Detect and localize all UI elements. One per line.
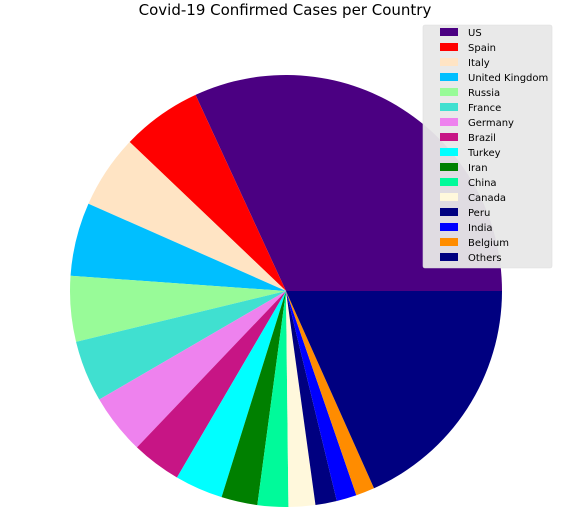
legend-label-russia: Russia — [468, 88, 500, 99]
legend-label-belgium: Belgium — [468, 238, 509, 249]
legend-swatch-spain — [440, 43, 458, 51]
legend-label-france: France — [468, 103, 501, 114]
legend-swatch-brazil — [440, 133, 458, 141]
chart-title: Covid-19 Confirmed Cases per Country — [139, 1, 432, 19]
legend-label-turkey: Turkey — [467, 148, 501, 159]
pie-slice-turkey — [176, 291, 286, 498]
pie-slice-brazil — [136, 291, 286, 478]
pie-slice-china — [257, 291, 289, 508]
pie-slice-italy — [88, 141, 286, 291]
legend-label-us: US — [468, 28, 482, 39]
pie-slice-others — [286, 291, 502, 489]
pie-slice-peru — [286, 291, 337, 505]
legend-swatch-peru — [440, 208, 458, 216]
legend-swatch-germany — [440, 118, 458, 126]
legend-swatch-italy — [440, 58, 458, 66]
pie-slice-iran — [221, 291, 286, 506]
legend-label-others: Others — [468, 253, 502, 264]
legend-box — [422, 24, 553, 269]
pie-slice-india — [286, 291, 357, 501]
legend-swatch-turkey — [440, 148, 458, 156]
pie-slice-france — [76, 291, 286, 400]
pie-slice-spain — [129, 94, 286, 292]
legend-swatch-us — [440, 28, 458, 36]
legend-swatch-canada — [440, 193, 458, 201]
legend-swatch-belgium — [440, 238, 458, 246]
legend-label-spain: Spain — [468, 43, 496, 54]
pie-slice-belgium — [286, 291, 375, 496]
legend-label-brazil: Brazil — [468, 133, 496, 144]
pie-slice-germany — [99, 291, 286, 448]
legend-swatch-china — [440, 178, 458, 186]
pie-slices — [69, 75, 502, 508]
legend-label-iran: Iran — [468, 163, 488, 174]
pie-slice-russia — [69, 275, 286, 342]
pie-slice-united-kingdom — [70, 203, 286, 291]
legend-swatch-united-kingdom — [440, 73, 458, 81]
legend-label-china: China — [468, 178, 497, 189]
legend-label-india: India — [468, 223, 493, 234]
legend-label-canada: Canada — [468, 193, 506, 204]
legend-swatch-others — [440, 253, 458, 261]
legend-label-germany: Germany — [468, 118, 514, 129]
legend-label-peru: Peru — [468, 208, 490, 219]
legend-swatch-iran — [440, 163, 458, 171]
legend: US Spain Italy United Kingdom Russia France Ge… — [422, 24, 553, 269]
pie-slice-canada — [286, 291, 316, 507]
legend-swatch-france — [440, 103, 458, 111]
legend-label-italy: Italy — [468, 58, 490, 69]
legend-items: US Spain Italy United Kingdom Russia France Ge… — [440, 28, 548, 264]
legend-swatch-india — [440, 223, 458, 231]
legend-label-united-kingdom: United Kingdom — [468, 73, 548, 84]
legend-swatch-russia — [440, 88, 458, 96]
